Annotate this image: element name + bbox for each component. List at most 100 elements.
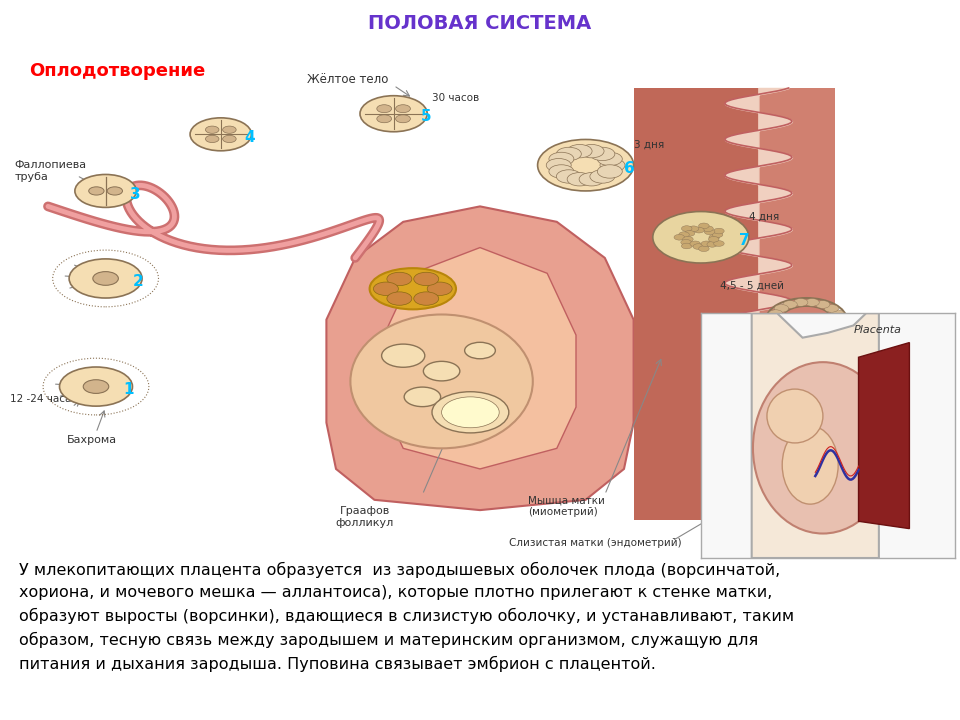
Circle shape xyxy=(579,145,604,158)
Circle shape xyxy=(376,104,392,112)
Text: 5,5 - 6 дней: 5,5 - 6 дней xyxy=(720,405,784,414)
Circle shape xyxy=(360,96,427,132)
Circle shape xyxy=(782,331,797,338)
Circle shape xyxy=(770,429,843,468)
Circle shape xyxy=(567,173,592,186)
Circle shape xyxy=(815,301,829,308)
Circle shape xyxy=(600,158,625,172)
Text: 30 часов: 30 часов xyxy=(432,93,479,103)
Circle shape xyxy=(589,170,614,183)
Polygon shape xyxy=(752,313,879,558)
Text: Бахрома: Бахрома xyxy=(67,435,117,445)
Circle shape xyxy=(205,126,219,133)
Circle shape xyxy=(825,305,839,312)
Circle shape xyxy=(701,241,711,247)
Circle shape xyxy=(703,226,713,232)
Polygon shape xyxy=(384,248,576,469)
Text: ПОЛОВАЯ СИСТЕМА: ПОЛОВАЯ СИСТЕМА xyxy=(369,14,591,33)
Text: 9: 9 xyxy=(843,444,853,459)
Circle shape xyxy=(708,235,720,240)
Text: 8: 8 xyxy=(843,315,853,330)
Text: 3: 3 xyxy=(130,186,140,202)
Ellipse shape xyxy=(753,362,893,534)
Circle shape xyxy=(387,272,412,286)
Circle shape xyxy=(653,212,749,263)
Circle shape xyxy=(794,299,808,306)
Circle shape xyxy=(693,243,704,249)
Circle shape xyxy=(465,342,495,359)
Circle shape xyxy=(442,397,499,428)
Circle shape xyxy=(69,259,142,298)
Circle shape xyxy=(205,135,219,143)
Circle shape xyxy=(414,292,439,305)
Circle shape xyxy=(396,114,411,122)
Circle shape xyxy=(684,230,695,236)
Text: 1: 1 xyxy=(123,382,133,397)
Circle shape xyxy=(567,145,592,158)
Circle shape xyxy=(782,301,797,308)
Circle shape xyxy=(387,292,412,305)
Circle shape xyxy=(223,126,236,133)
Circle shape xyxy=(688,226,699,232)
Circle shape xyxy=(432,392,509,433)
Circle shape xyxy=(707,241,717,247)
Circle shape xyxy=(699,223,709,229)
Circle shape xyxy=(597,165,622,178)
Circle shape xyxy=(690,241,701,247)
Circle shape xyxy=(597,152,622,166)
Circle shape xyxy=(682,243,692,249)
Polygon shape xyxy=(326,207,634,510)
Circle shape xyxy=(804,299,819,306)
Circle shape xyxy=(557,148,582,161)
Text: Жёлтое тело: Жёлтое тело xyxy=(307,73,389,86)
Circle shape xyxy=(815,331,829,338)
Circle shape xyxy=(557,170,582,183)
Circle shape xyxy=(84,379,108,393)
Circle shape xyxy=(705,229,715,235)
Circle shape xyxy=(683,236,693,242)
Circle shape xyxy=(546,158,571,172)
Circle shape xyxy=(766,316,780,323)
Circle shape xyxy=(829,310,844,318)
Ellipse shape xyxy=(370,268,456,310)
Text: Граафов
фолликул: Граафов фолликул xyxy=(336,506,394,528)
Text: Оплодотворение: Оплодотворение xyxy=(29,62,205,80)
Circle shape xyxy=(679,232,689,238)
Circle shape xyxy=(825,327,839,335)
Circle shape xyxy=(404,387,441,407)
Text: 5: 5 xyxy=(420,109,431,125)
Ellipse shape xyxy=(782,426,838,504)
Polygon shape xyxy=(634,88,758,521)
Circle shape xyxy=(427,282,452,295)
Circle shape xyxy=(831,316,847,323)
Circle shape xyxy=(423,361,460,381)
Text: 6: 6 xyxy=(624,161,635,176)
Circle shape xyxy=(681,240,691,246)
Circle shape xyxy=(549,165,574,178)
Circle shape xyxy=(589,148,614,161)
Text: 2: 2 xyxy=(132,274,143,289)
Circle shape xyxy=(713,240,724,246)
Circle shape xyxy=(794,333,808,341)
Polygon shape xyxy=(858,343,909,528)
Circle shape xyxy=(708,236,719,242)
Text: 3 дня: 3 дня xyxy=(634,139,664,149)
Circle shape xyxy=(414,272,439,286)
Circle shape xyxy=(712,232,723,238)
Text: Фаллопиева
труба: Фаллопиева труба xyxy=(14,160,86,181)
Circle shape xyxy=(694,228,705,233)
Circle shape xyxy=(373,282,398,295)
Circle shape xyxy=(376,114,392,122)
Circle shape xyxy=(774,305,788,312)
Text: 4: 4 xyxy=(245,130,255,145)
Text: 12 -24 часа: 12 -24 часа xyxy=(10,394,71,404)
Circle shape xyxy=(769,310,783,318)
Circle shape xyxy=(108,186,123,195)
Text: 4 дня: 4 дня xyxy=(749,211,780,221)
Circle shape xyxy=(579,173,604,186)
Circle shape xyxy=(93,271,118,285)
Circle shape xyxy=(396,104,411,112)
Circle shape xyxy=(60,367,132,406)
Text: Слизистая матки (эндометрий): Слизистая матки (эндометрий) xyxy=(509,538,682,548)
Circle shape xyxy=(767,389,823,443)
